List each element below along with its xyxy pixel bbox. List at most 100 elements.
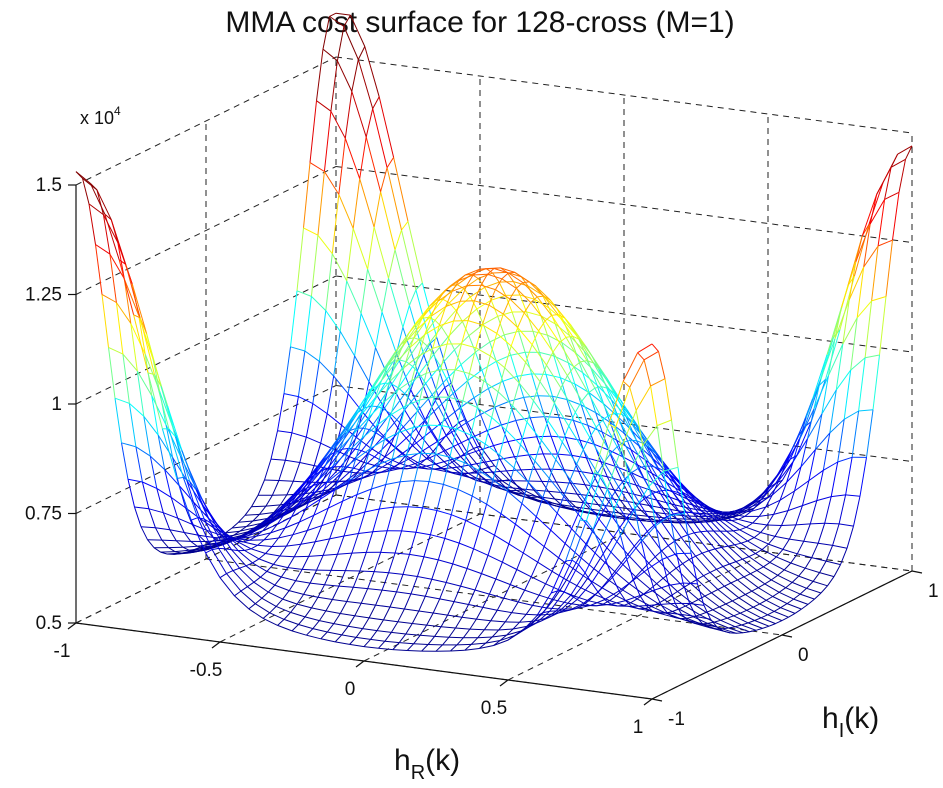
mesh-line-c-34-32 xyxy=(773,499,781,515)
mesh-line-r-4-37 xyxy=(373,226,389,279)
mesh-line-c-34-39 xyxy=(818,378,826,386)
mesh-line-r-38-38 xyxy=(869,199,886,225)
mesh-line-c-35-36 xyxy=(813,379,821,409)
mesh-line-r-21-23 xyxy=(527,285,543,296)
mesh-line-c-21-3 xyxy=(397,608,405,622)
mesh-line-r-21-5 xyxy=(410,593,426,597)
mesh-line-r-16-16 xyxy=(410,334,426,348)
mesh-line-r-24-3 xyxy=(441,626,456,629)
mesh-line-r-7-29 xyxy=(365,472,380,478)
mesh-line-c-29-2 xyxy=(506,628,514,636)
mesh-line-c-4-0 xyxy=(133,314,141,319)
mesh-line-r-37-28 xyxy=(790,562,806,569)
mesh-line-r-12-23 xyxy=(397,366,414,389)
mesh-line-r-35-30 xyxy=(774,535,790,540)
mesh-line-r-1-34 xyxy=(311,296,327,311)
mesh-line-r-17-34 xyxy=(541,480,557,483)
mesh-line-c-35-30 xyxy=(774,525,782,537)
mesh-line-r-35-35 xyxy=(807,413,823,440)
mesh-line-r-13-17 xyxy=(373,364,389,386)
mesh-line-r-5-9 xyxy=(206,529,222,536)
mesh-line-c-19-18 xyxy=(466,274,474,287)
mesh-line-r-24-12 xyxy=(499,454,515,469)
mesh-line-c-12-11 xyxy=(319,482,328,500)
mesh-line-c-10-7 xyxy=(265,546,273,554)
mesh-line-r-25-7 xyxy=(481,573,497,580)
mesh-line-r-22-3 xyxy=(412,623,427,626)
mesh-line-r-31-25 xyxy=(684,495,700,515)
mesh-line-c-14-7 xyxy=(322,538,331,556)
mesh-line-c-26-16 xyxy=(553,387,562,404)
mesh-line-c-21-29 xyxy=(566,399,574,421)
mesh-line-r-17-31 xyxy=(522,436,537,440)
mesh-line-r-22-22 xyxy=(535,285,551,301)
mesh-line-r-16-37 xyxy=(546,501,562,506)
mesh-line-r-14-32 xyxy=(485,458,501,463)
mesh-line-c-14-34 xyxy=(498,480,506,488)
mesh-line-c-38-33 xyxy=(837,419,845,463)
mesh-line-r-24-30 xyxy=(616,439,632,451)
mesh-line-c-19-13 xyxy=(433,369,442,398)
mesh-line-r-6-28 xyxy=(344,479,359,486)
mesh-line-c-38-20 xyxy=(752,603,760,608)
mesh-line-c-23-7 xyxy=(452,542,460,565)
mesh-line-r-31-26 xyxy=(691,498,707,517)
mesh-line-c-9-25 xyxy=(367,452,375,458)
mesh-line-r-1-4 xyxy=(115,302,132,324)
mesh-line-r-34-36 xyxy=(799,408,815,440)
mesh-line-c-15-23 xyxy=(441,326,449,338)
mesh-line-r-22-29 xyxy=(581,404,596,414)
mesh-line-c-1-24 xyxy=(246,520,254,527)
mesh-line-c-23-36 xyxy=(640,510,649,517)
mesh-line-r-6-4 xyxy=(187,467,204,501)
mesh-line-r-13-7 xyxy=(308,554,324,557)
mesh-line-r-36-32 xyxy=(802,500,817,507)
mesh-line-r-8-32 xyxy=(399,462,414,468)
mesh-line-r-4-38 xyxy=(380,191,396,250)
mesh-line-r-37-33 xyxy=(823,461,838,471)
mesh-line-r-32-31 xyxy=(738,518,753,524)
mesh-line-c-39-32 xyxy=(845,457,853,495)
mesh-line-c-17-35 xyxy=(547,490,556,500)
mesh-line-c-14-0 xyxy=(277,619,285,626)
mesh-line-r-23-37 xyxy=(647,515,663,519)
mesh-line-r-37-2 xyxy=(621,410,637,448)
mesh-line-r-37-23 xyxy=(758,587,773,597)
mesh-line-r-18-36 xyxy=(569,500,584,504)
mesh-line-c-16-30 xyxy=(500,424,509,442)
mesh-line-c-30-23 xyxy=(657,467,665,472)
mesh-line-r-25-9 xyxy=(494,534,510,545)
mesh-line-r-36-22 xyxy=(737,579,753,592)
mesh-line-r-23-35 xyxy=(634,502,650,506)
mesh-line-r-20-33 xyxy=(578,470,593,475)
mesh-line-r-15-16 xyxy=(395,346,411,363)
mesh-line-c-16-35 xyxy=(533,489,541,498)
mesh-line-r-31-31 xyxy=(723,513,739,520)
mesh-line-c-34-5 xyxy=(597,591,605,600)
mesh-line-r-26-12 xyxy=(528,481,544,498)
mesh-line-c-26-15 xyxy=(547,402,555,421)
mesh-line-r-2-13 xyxy=(189,547,204,551)
mesh-line-r-35-7 xyxy=(625,595,641,602)
mesh-line-r-36-4 xyxy=(619,508,636,536)
grid-line-backwall-z-3 xyxy=(335,166,913,243)
mesh-line-r-19-36 xyxy=(583,502,599,506)
mesh-line-r-1-7 xyxy=(135,446,151,457)
mesh-line-r-25-4 xyxy=(461,616,477,620)
mesh-line-r-1-24 xyxy=(246,523,261,527)
mesh-line-c-8-32 xyxy=(398,455,407,464)
mesh-line-c-38-36 xyxy=(856,266,865,318)
mesh-line-r-22-0 xyxy=(392,649,408,651)
mesh-line-c-31-25 xyxy=(684,494,692,500)
mesh-line-c-24-5 xyxy=(453,585,462,602)
mesh-line-r-12-26 xyxy=(417,394,433,412)
mesh-line-r-37-6 xyxy=(647,558,663,570)
mesh-line-r-36-30 xyxy=(789,538,804,542)
mesh-line-r-10-0 xyxy=(219,577,235,597)
mesh-line-c-21-25 xyxy=(540,315,548,336)
mesh-line-r-35-4 xyxy=(605,535,621,562)
mesh-line-r-39-5 xyxy=(670,513,685,516)
mesh-line-r-33-32 xyxy=(759,513,774,517)
mesh-line-c-29-1 xyxy=(499,634,507,641)
mesh-line-c-9-3 xyxy=(225,548,232,551)
